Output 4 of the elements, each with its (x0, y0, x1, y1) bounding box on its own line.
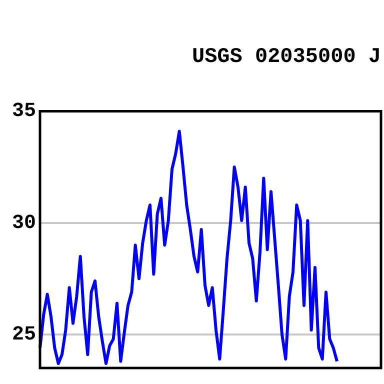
chart-title: USGS 02035000 J (192, 46, 381, 69)
y-tick-label: 30 (12, 212, 36, 235)
y-tick-label: 35 (12, 100, 36, 124)
y-tick-label: 25 (12, 324, 36, 347)
